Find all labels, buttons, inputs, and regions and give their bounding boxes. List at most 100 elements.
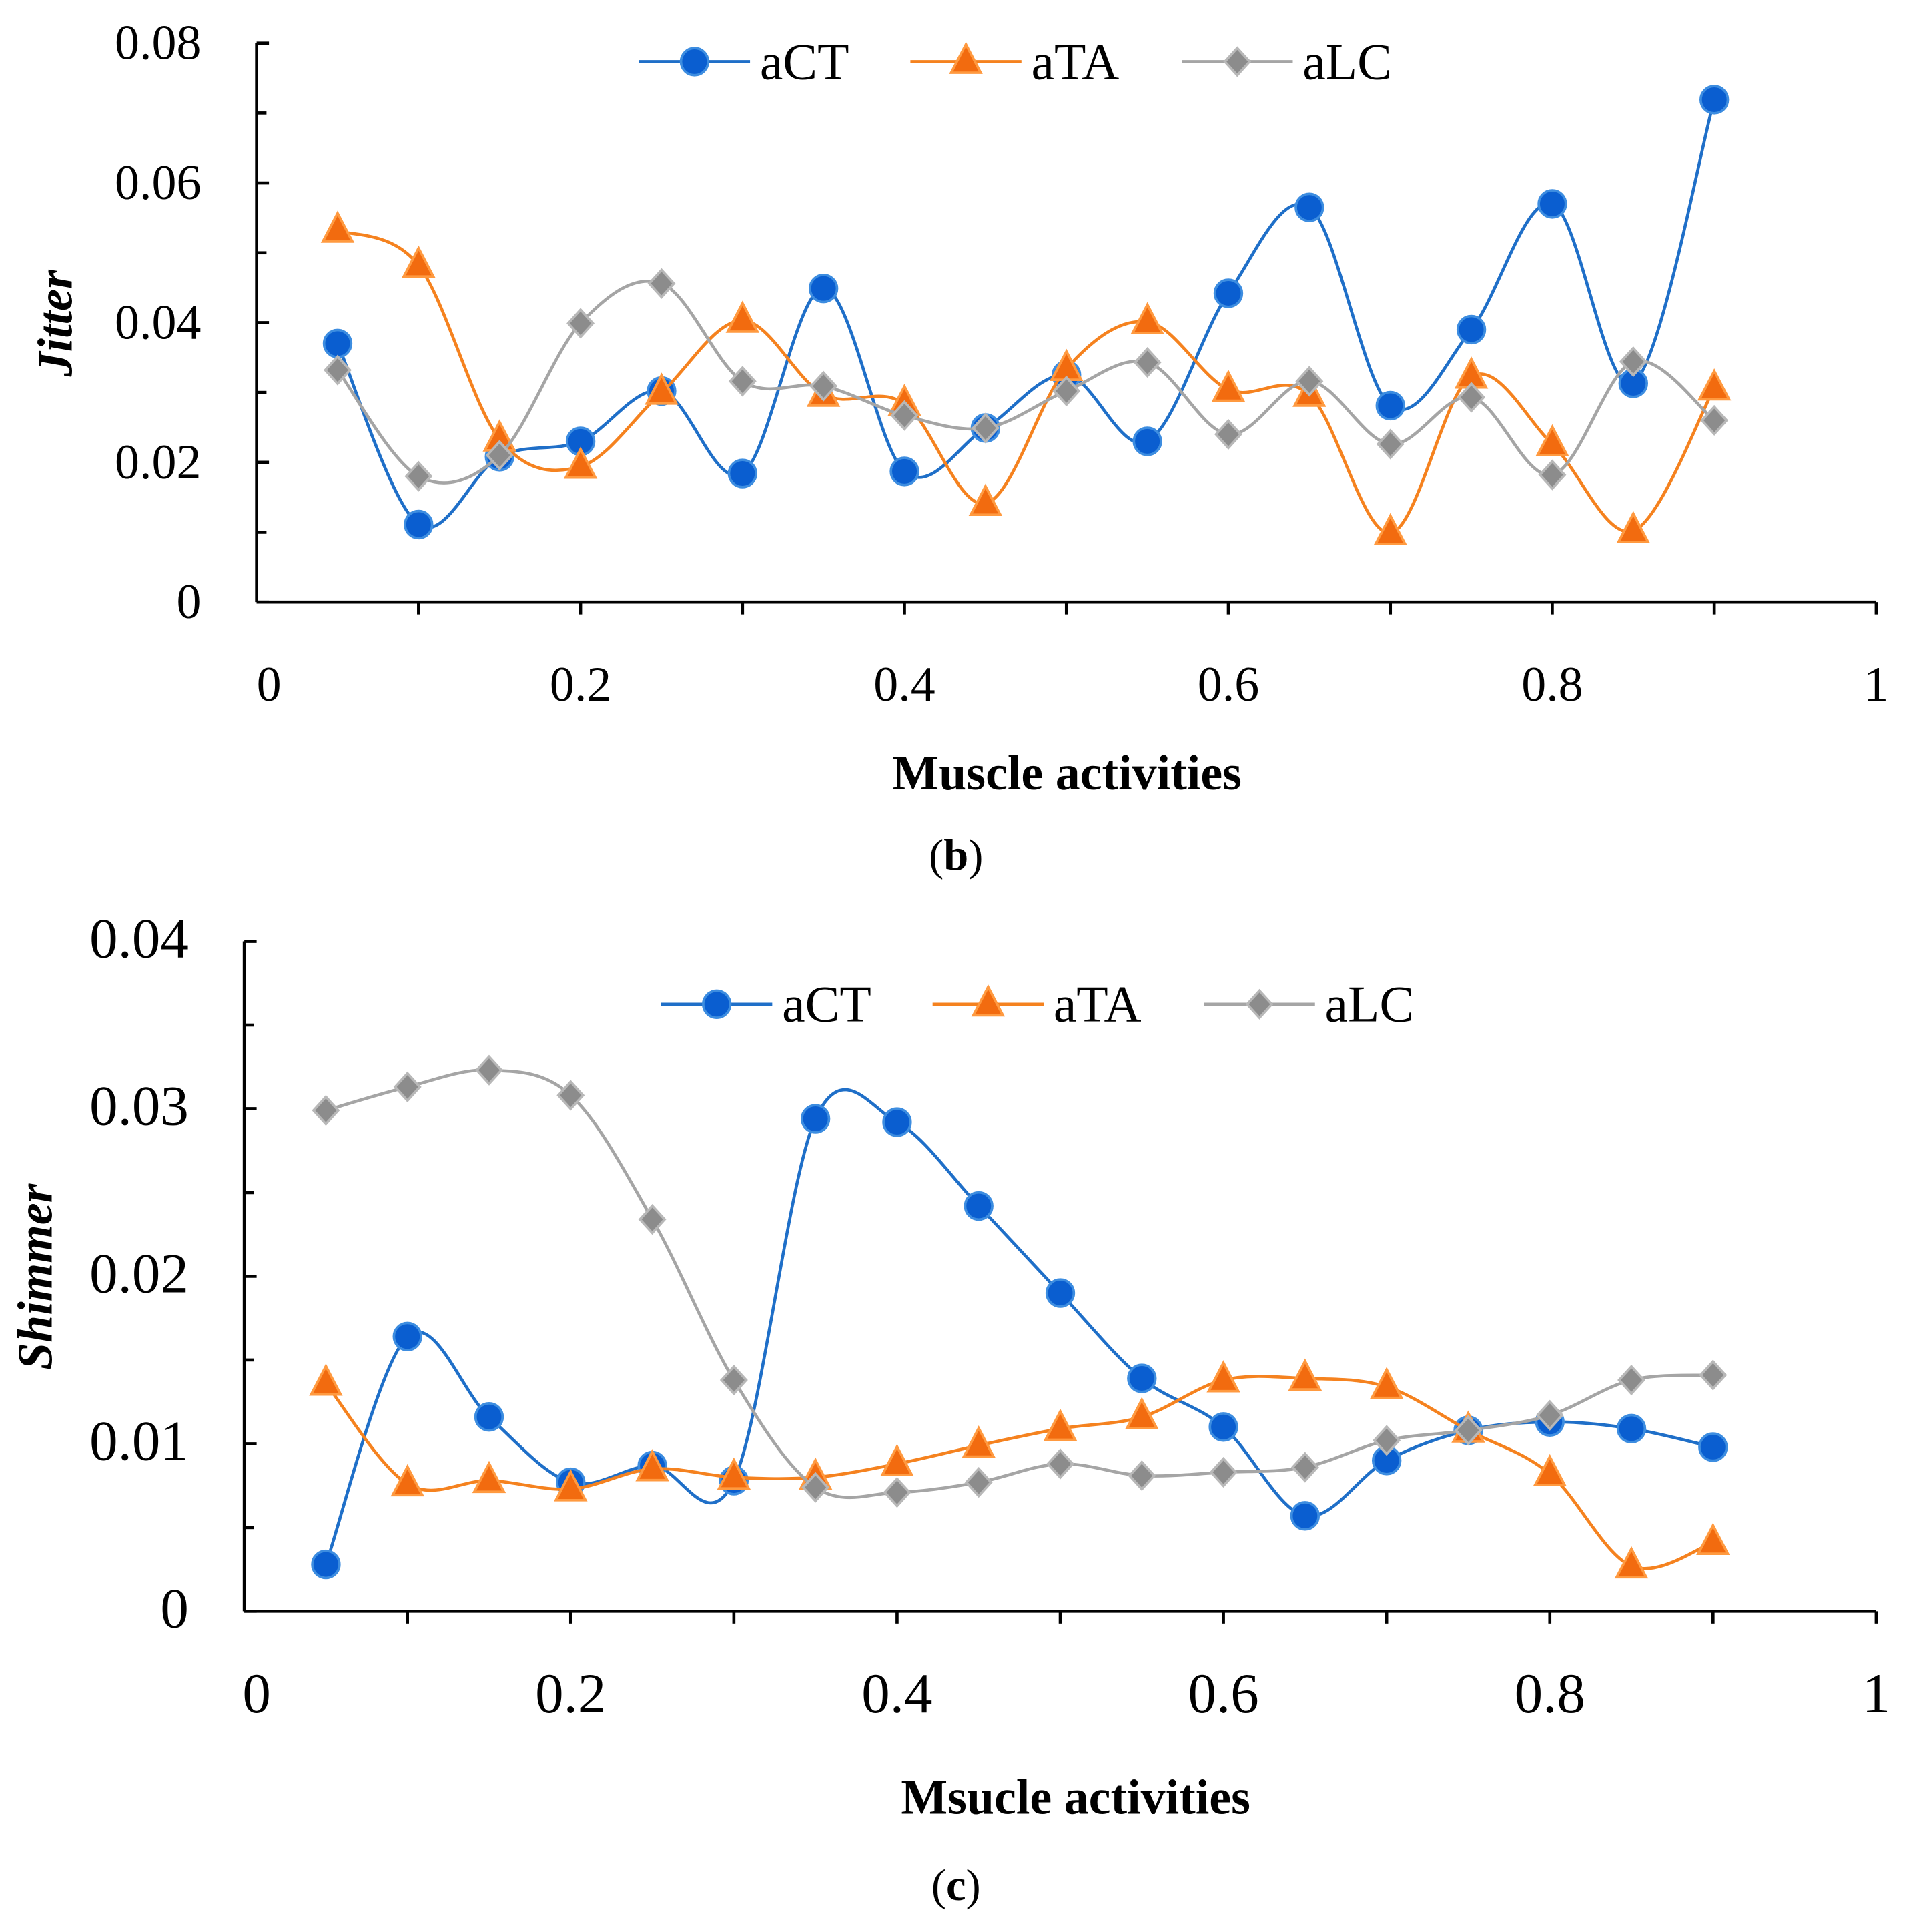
y-axis-label: Jitter: [27, 269, 82, 377]
data-point-aTA: [1616, 511, 1651, 543]
data-point-aTA: [968, 483, 1003, 517]
legend-label: aLC: [1302, 33, 1392, 90]
data-point-aTA: [390, 1464, 424, 1497]
data-point-aLC: [801, 1472, 830, 1503]
data-point-aTA: [880, 1443, 914, 1476]
y-tick-label: 0.08: [115, 15, 201, 70]
data-point-aCT: [322, 328, 353, 359]
data-point-aTA: [725, 300, 760, 333]
data-point-aTA: [1369, 1367, 1404, 1399]
data-point-aCT: [882, 1107, 912, 1137]
series-aCT: [322, 85, 1730, 540]
y-axis-label: Shimmer: [8, 1183, 63, 1370]
data-point-aLC: [556, 1080, 585, 1111]
data-point-aLC: [393, 1071, 422, 1102]
data-point-aTA: [645, 372, 679, 405]
data-point-aLC: [1538, 459, 1567, 491]
data-point-aTA: [1211, 370, 1246, 402]
caption-open-paren: (: [929, 831, 943, 880]
data-point-aCT: [808, 273, 839, 304]
y-tick-label: 0.04: [115, 294, 201, 349]
legend-label: aTA: [1032, 33, 1120, 90]
data-point-aCT: [800, 1104, 831, 1134]
caption-letter: c: [946, 1861, 966, 1910]
data-point-aTA: [402, 245, 436, 278]
data-point-aLC: [323, 354, 352, 386]
legend-label: aCT: [760, 33, 849, 90]
series-line-aCT: [324, 1088, 1713, 1565]
legend-item-aTA: aTA: [932, 976, 1142, 1033]
x-tick-label: 0: [257, 657, 282, 711]
data-point-aLC: [1046, 1448, 1074, 1480]
data-point-aCT: [392, 1321, 422, 1351]
chart-b: 0 0.02 0.04 0.06 0.08 0 0.2 0.4 0.6 0.8 1 aCT aTA aLC…: [27, 15, 1888, 880]
data-point-aTA: [1614, 1546, 1649, 1579]
x-axis-label: Muscle activities: [892, 745, 1242, 800]
series-aLC: [312, 1054, 1728, 1508]
data-point-aTA: [1535, 424, 1569, 457]
data-point-aCT: [1132, 426, 1162, 456]
x-axis-label: Msucle activities: [901, 1770, 1250, 1825]
data-point-aCT: [1699, 85, 1730, 115]
data-point-aLC: [971, 412, 1000, 444]
legend-item-aCT: aCT: [639, 33, 849, 90]
legend-marker-triangle: [949, 41, 983, 74]
series-line-aTA: [324, 1375, 1714, 1570]
legend-item-aTA: aTA: [910, 33, 1119, 90]
data-point-aCT: [1537, 189, 1567, 219]
series-aLC: [323, 268, 1729, 492]
data-point-aCT: [1127, 1363, 1157, 1393]
legend-marker-diamond: [1245, 988, 1274, 1020]
x-tick-label: 0.8: [1521, 657, 1583, 711]
data-point-aCT: [1045, 1278, 1076, 1308]
data-point-aLC: [719, 1364, 748, 1396]
data-point-aLC: [890, 400, 919, 431]
data-point-aLC: [1052, 375, 1081, 407]
data-point-aLC: [404, 460, 433, 492]
data-point-aTA: [962, 1425, 996, 1458]
legend-marker-circle: [679, 47, 710, 77]
data-point-aCT: [964, 1191, 994, 1221]
y-tick-label: 0.06: [115, 155, 201, 210]
caption-close-paren: ): [966, 1861, 981, 1910]
data-point-aLC: [1617, 1364, 1646, 1396]
legend-marker-triangle: [971, 984, 1006, 1017]
data-point-aTA: [472, 1460, 506, 1494]
series-aCT: [311, 1088, 1728, 1580]
series-line-aCT: [336, 99, 1716, 529]
x-tick-label: 0: [242, 1662, 271, 1725]
legend-marker-diamond: [1223, 46, 1252, 77]
data-point-aTA: [1043, 1408, 1078, 1441]
data-point-aLC: [1700, 404, 1729, 436]
x-tick-label: 0.6: [1198, 657, 1259, 711]
series-aTA: [320, 210, 1732, 545]
caption-close-paren: ): [968, 831, 983, 880]
y-tick-label: 0.04: [89, 908, 189, 970]
data-point-aLC: [728, 366, 757, 397]
legend-label: aLC: [1325, 976, 1415, 1033]
legend-label: aTA: [1054, 976, 1142, 1033]
data-point-aLC: [647, 268, 676, 299]
series-line-aLC: [336, 279, 1715, 485]
data-point-aLC: [1373, 1425, 1401, 1456]
data-point-aLC: [1209, 1456, 1238, 1488]
x-tick-label: 0.2: [535, 1662, 606, 1725]
data-point-aTA: [309, 1363, 343, 1396]
data-point-aLC: [312, 1094, 340, 1126]
data-point-aCT: [1213, 278, 1244, 308]
data-point-aCT: [1290, 1501, 1320, 1531]
data-point-aTA: [1125, 1397, 1159, 1429]
chart-caption: (b): [929, 831, 983, 880]
data-point-aLC: [1376, 428, 1405, 460]
y-tick-label: 0.01: [89, 1409, 189, 1472]
data-point-aTA: [635, 1449, 669, 1482]
data-point-aCT: [474, 1402, 504, 1432]
data-point-aCT: [311, 1549, 341, 1580]
caption-letter: b: [943, 831, 968, 880]
legend-label: aCT: [782, 976, 871, 1033]
data-point-aTA: [1697, 368, 1732, 401]
y-tick-label: 0.03: [89, 1075, 189, 1138]
caption-open-paren: (: [931, 1861, 946, 1910]
chart-c: 0 0.01 0.02 0.03 0.04 0 0.2 0.4 0.6 0.8 1 aCT aTA aLC…: [8, 908, 1890, 1910]
series-aTA: [309, 1358, 1730, 1579]
